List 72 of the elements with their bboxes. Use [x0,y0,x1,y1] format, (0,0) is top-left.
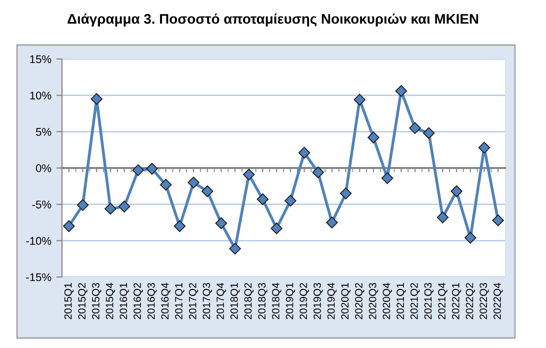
point [104,202,116,215]
x-tick-label: 2019Q3 [314,283,323,320]
x-tick-label: 2021Q3 [424,283,434,320]
x-tick-label: 2016Q2 [134,283,143,320]
point [132,164,144,176]
x-tick-label: 2020Q4 [382,282,392,320]
point [90,93,102,105]
x-tick-label: 2018Q3 [258,283,268,320]
point [492,214,504,226]
point [229,242,241,255]
y-tick-label: -10% [26,236,52,245]
x-tick-label: 2022Q1 [452,283,462,320]
point [312,166,324,178]
x-tick-label: 2015Q1 [64,283,74,320]
x-tick-label: 2018Q4 [272,282,282,320]
point [450,185,462,198]
x-tick-label: 2021Q4 [438,282,448,320]
x-tick-label: 2017Q1 [175,283,184,320]
y-tick-label: 10% [30,92,52,100]
x-tick-label: 2016Q4 [161,282,170,320]
x-tick-label: 2015Q3 [92,283,102,320]
point [409,122,421,134]
y-tick-label: 0% [36,164,52,172]
point [146,162,158,175]
point [160,178,172,191]
x-tick-label: 2018Q1 [230,283,240,320]
x-tick-label: 2022Q2 [466,283,476,320]
y-tick-label: 15% [30,55,52,64]
point [478,142,490,154]
x-tick-label: 2022Q4 [494,282,503,320]
x-tick-label: 2020Q2 [355,283,364,320]
point [340,188,352,200]
point [215,217,228,230]
point [464,232,476,244]
point [243,168,255,180]
x-tick-label: 2020Q3 [368,283,378,320]
x-tick-label: 2017Q2 [188,283,198,320]
point [436,212,449,224]
x-tick-label: 2016Q3 [147,283,157,320]
point [174,220,186,232]
point [381,172,394,184]
x-tick-label: 2016Q1 [120,283,129,320]
point [270,222,282,234]
point [326,216,338,228]
x-tick-label: 2015Q4 [106,282,116,320]
x-tick-label: 2015Q2 [78,283,88,320]
point [395,85,408,97]
point [201,185,214,198]
point [354,94,366,106]
x-tick-label: 2021Q1 [396,283,406,320]
y-tick-label: -15% [26,273,52,282]
x-tick-label: 2019Q1 [286,283,296,320]
point [118,200,130,212]
y-tick-label: -5% [32,200,52,208]
chart-title: Διάγραμμα 3. Ποσοστό αποταμίευσης Νοικοκυριών και ΜΚΙΕΝ [68,13,478,27]
x-tick-label: 2022Q3 [480,283,489,320]
point [256,193,269,206]
point [63,220,75,232]
point [368,132,380,144]
point [284,194,296,207]
point [422,127,435,140]
y-tick-label: 5% [36,128,52,136]
point [298,146,310,159]
point [188,176,200,188]
x-tick-label: 2018Q2 [244,283,254,320]
x-tick-label: 2019Q4 [327,282,337,320]
x-tick-label: 2021Q2 [410,283,420,320]
x-tick-label: 2017Q4 [216,282,226,320]
x-tick-label: 2020Q1 [341,283,350,320]
point [76,199,89,211]
x-tick-label: 2017Q3 [202,283,212,320]
x-tick-label: 2019Q2 [300,283,309,320]
